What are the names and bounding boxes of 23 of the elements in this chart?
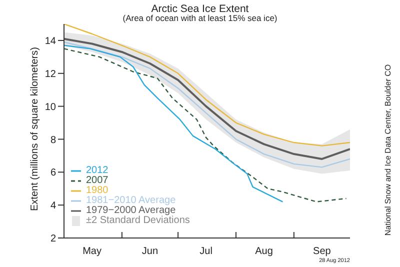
y-tick-label: 10 [44, 102, 56, 113]
y-tick-label: 6 [50, 168, 56, 179]
chart-subtitle: (Area of ocean with at least 15% sea ice) [122, 13, 278, 23]
legend-label: 1981−2010 Average [86, 195, 176, 206]
legend-label: 2012 [86, 165, 108, 176]
y-axis-title: Extent (millions of square kilometers) [30, 47, 41, 211]
chart-title: Arctic Sea Ice Extent [151, 3, 250, 15]
y-tick-label: 2 [50, 234, 56, 245]
legend-label: 2007 [86, 175, 108, 186]
line-series [64, 24, 350, 146]
y-tick-label: 8 [50, 134, 56, 146]
legend-label: ±2 Standard Deviations [86, 215, 190, 226]
x-tick-label: Aug [255, 246, 273, 257]
text: National Snow and Ice Data Center, Boulder CO [384, 64, 392, 236]
legend-label: 1979−2000 Average [86, 205, 176, 216]
y-tick-label: 14 [44, 36, 56, 48]
x-tick-label: Sep [313, 246, 332, 257]
x-tick-label: Jun [142, 246, 158, 257]
y-tick-label: 4 [50, 200, 56, 212]
legend-label: 1980 [86, 185, 108, 196]
x-tick-label: May [82, 246, 102, 257]
y-tick-label: 12 [44, 68, 56, 80]
x-tick-label: Jul [200, 246, 212, 257]
